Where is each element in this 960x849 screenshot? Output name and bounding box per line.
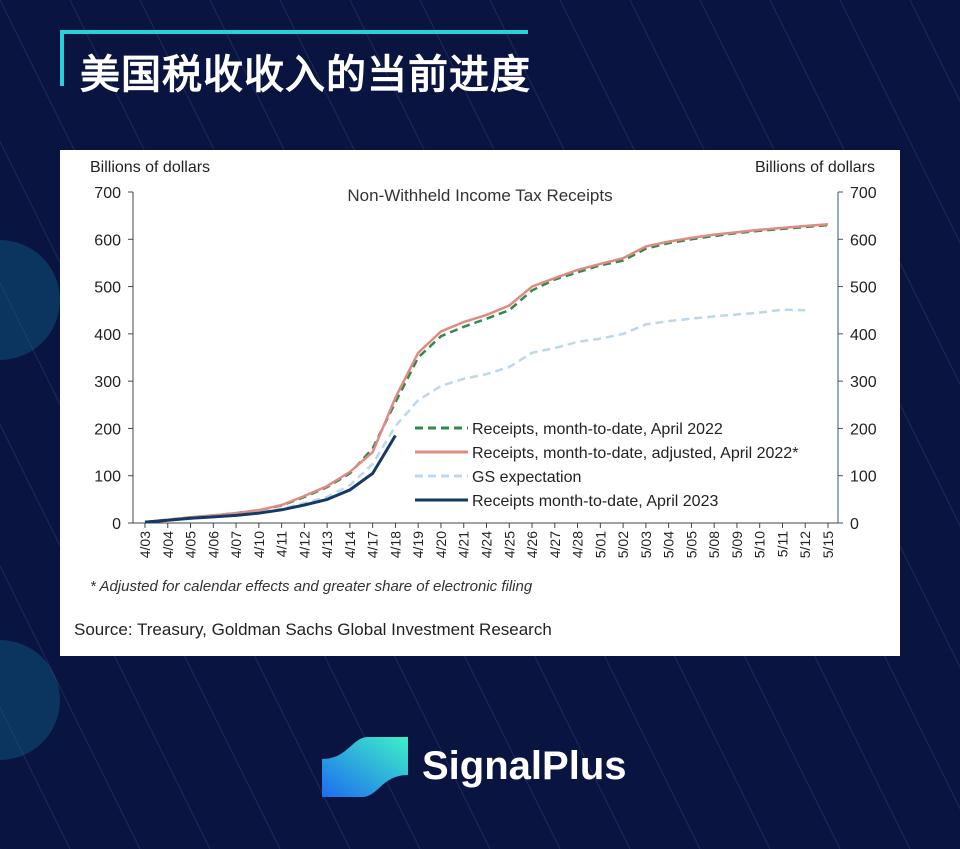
x-tick-label: 4/28 — [570, 531, 586, 558]
x-tick-label: 4/19 — [410, 531, 426, 558]
x-tick-label: 5/10 — [752, 531, 768, 558]
series-line-1 — [144, 222, 829, 524]
x-tick-label: 5/08 — [706, 531, 722, 558]
x-tick-label: 4/10 — [251, 531, 267, 558]
x-tick-label: 4/21 — [456, 531, 472, 558]
page-title: 美国税收收入的当前进度 — [80, 52, 531, 98]
background-line — [0, 423, 211, 849]
chart-title: Non-Withheld Income Tax Receipts — [347, 186, 612, 205]
x-tick-label: 4/27 — [547, 531, 563, 558]
chart-source: Source: Treasury, Goldman Sachs Global I… — [74, 620, 552, 639]
background-line — [0, 564, 141, 849]
title-accent-bar — [60, 30, 64, 86]
y-tick-label-left: 300 — [94, 374, 121, 391]
x-tick-label: 4/20 — [433, 531, 449, 558]
brand-logo: SignalPlus — [322, 735, 627, 797]
x-tick-label: 4/05 — [183, 531, 199, 558]
x-tick-label: 4/13 — [319, 531, 335, 558]
left-axis-label: Billions of dollars — [90, 159, 210, 176]
y-tick-label-left: 400 — [94, 327, 121, 344]
background-line — [839, 0, 960, 244]
y-tick-label-right: 600 — [850, 232, 877, 249]
x-tick-label: 5/01 — [592, 531, 608, 558]
legend-label-0: Receipts, month-to-date, April 2022 — [472, 421, 723, 438]
background-glow — [0, 640, 60, 760]
y-tick-label-right: 0 — [850, 516, 859, 533]
x-tick-label: 5/09 — [729, 531, 745, 558]
x-tick-label: 4/24 — [479, 531, 495, 558]
legend-label-1: Receipts, month-to-date, adjusted, April… — [472, 445, 798, 462]
y-tick-label-left: 600 — [94, 232, 121, 249]
x-tick-label: 4/04 — [160, 531, 176, 558]
legend-label-2: GS expectation — [472, 469, 581, 486]
y-tick-label-left: 500 — [94, 280, 121, 297]
right-axis-label: Billions of dollars — [755, 159, 875, 176]
x-tick-label: 5/15 — [820, 531, 836, 558]
y-tick-label-right: 100 — [850, 469, 877, 486]
x-tick-label: 5/05 — [683, 531, 699, 558]
series-line-3 — [144, 434, 397, 524]
x-tick-label: 4/07 — [228, 531, 244, 558]
brand-name: SignalPlus — [422, 743, 627, 788]
y-tick-label-right: 300 — [850, 374, 877, 391]
y-tick-label-left: 700 — [94, 185, 121, 202]
legend-label-3: Receipts month-to-date, April 2023 — [472, 493, 718, 510]
x-tick-label: 4/14 — [342, 531, 358, 558]
x-tick-label: 4/12 — [296, 531, 312, 558]
x-tick-label: 5/11 — [774, 531, 790, 557]
x-tick-label: 4/26 — [524, 531, 540, 558]
y-tick-label-right: 700 — [850, 185, 877, 202]
y-tick-label-right: 400 — [850, 327, 877, 344]
line-chart: Billions of dollars Billions of dollars No… — [90, 159, 877, 558]
x-tick-label: 4/11 — [274, 531, 290, 557]
x-tick-label: 5/02 — [615, 531, 631, 558]
background-line — [769, 0, 960, 386]
x-tick-label: 4/17 — [365, 531, 381, 558]
x-tick-label: 5/04 — [661, 531, 677, 558]
chart-footnote: * Adjusted for calendar effects and grea… — [90, 578, 533, 595]
x-tick-label: 4/25 — [501, 531, 517, 558]
y-tick-label-left: 200 — [94, 421, 121, 438]
y-tick-label-left: 0 — [112, 516, 121, 533]
y-tick-label-right: 200 — [850, 421, 877, 438]
x-tick-label: 4/06 — [205, 531, 221, 558]
y-tick-label-left: 100 — [94, 469, 121, 486]
background-line — [699, 0, 960, 527]
x-tick-label: 4/03 — [137, 531, 153, 558]
y-tick-label-right: 500 — [850, 280, 877, 297]
x-tick-label: 4/18 — [387, 531, 403, 558]
title-accent-line — [60, 30, 528, 34]
x-tick-label: 5/03 — [638, 531, 654, 558]
series-line-2 — [144, 308, 806, 524]
chart-card: Billions of dollars Billions of dollars No… — [60, 150, 900, 656]
x-tick-label: 5/12 — [797, 531, 813, 558]
signalplus-logo-icon — [322, 737, 408, 797]
background-glow — [0, 240, 60, 360]
